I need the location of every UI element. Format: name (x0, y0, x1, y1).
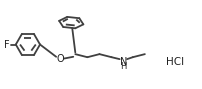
Text: HCl: HCl (165, 57, 183, 67)
Text: N: N (119, 57, 126, 67)
Text: O: O (56, 53, 64, 64)
Text: F: F (4, 40, 9, 49)
Text: H: H (120, 62, 126, 71)
